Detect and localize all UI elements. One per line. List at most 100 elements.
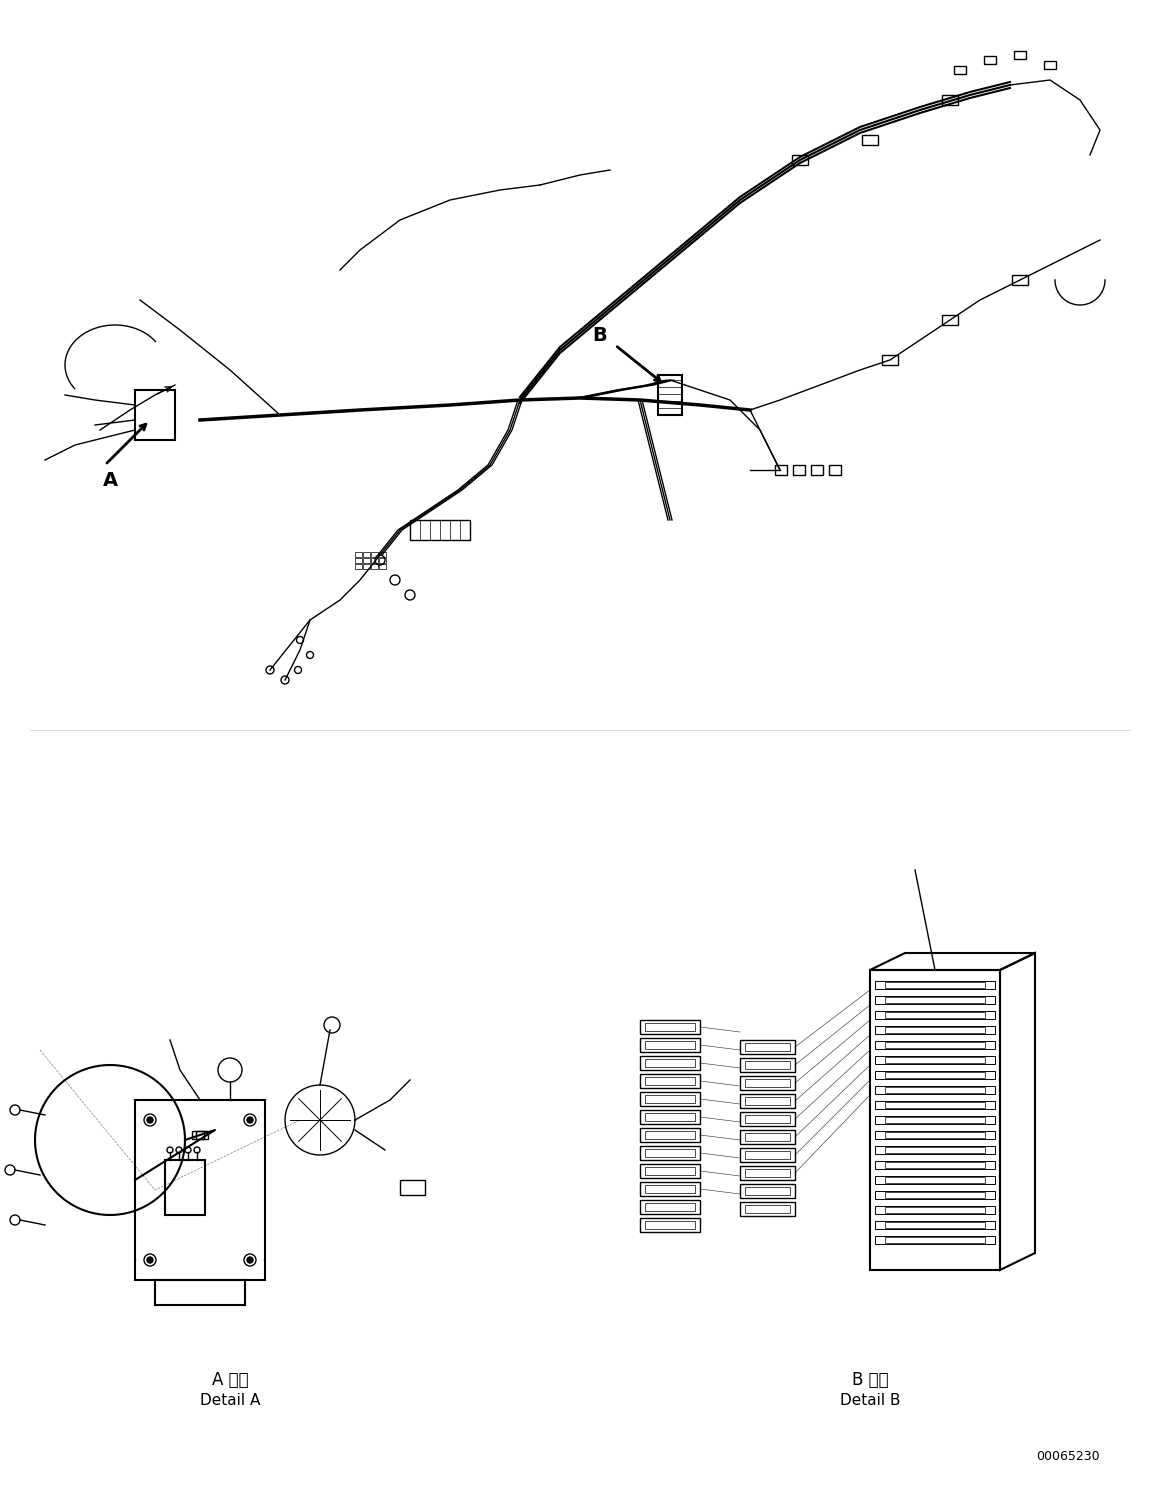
Bar: [885, 982, 985, 988]
Bar: [875, 1131, 996, 1138]
Bar: [875, 1176, 996, 1184]
Bar: [745, 1061, 790, 1068]
Bar: [875, 1146, 996, 1155]
Bar: [371, 552, 378, 557]
Bar: [862, 135, 878, 144]
Bar: [363, 564, 370, 568]
Bar: [640, 1199, 700, 1214]
Bar: [740, 1149, 795, 1162]
Bar: [875, 1010, 996, 1019]
Bar: [740, 1040, 795, 1054]
Bar: [875, 1042, 996, 1049]
Bar: [875, 981, 996, 990]
Bar: [885, 1207, 985, 1213]
Bar: [885, 1117, 985, 1123]
Bar: [355, 564, 362, 568]
Bar: [640, 1219, 700, 1232]
Text: Detail A: Detail A: [200, 1393, 261, 1408]
Bar: [135, 1100, 265, 1280]
Bar: [875, 1056, 996, 1064]
Bar: [1012, 275, 1028, 286]
Bar: [379, 552, 386, 557]
Bar: [197, 1131, 204, 1138]
Bar: [740, 1094, 795, 1109]
Bar: [658, 375, 682, 415]
Bar: [885, 1071, 985, 1077]
Bar: [645, 1095, 695, 1103]
Bar: [885, 1042, 985, 1048]
Bar: [870, 970, 1000, 1269]
Bar: [379, 564, 386, 568]
Bar: [885, 997, 985, 1003]
Bar: [640, 1164, 700, 1178]
Bar: [745, 1152, 790, 1159]
Bar: [645, 1184, 695, 1193]
Bar: [745, 1079, 790, 1088]
Bar: [645, 1077, 695, 1085]
Bar: [640, 1074, 700, 1088]
Bar: [645, 1113, 695, 1120]
Text: Detail B: Detail B: [840, 1393, 900, 1408]
Bar: [745, 1132, 790, 1141]
Bar: [885, 1222, 985, 1228]
Bar: [875, 1205, 996, 1214]
Bar: [792, 155, 808, 165]
Bar: [740, 1058, 795, 1071]
Bar: [984, 57, 996, 64]
Bar: [640, 1092, 700, 1106]
Text: B: B: [593, 326, 607, 345]
Bar: [371, 558, 378, 562]
Bar: [745, 1097, 790, 1106]
Bar: [400, 1180, 424, 1195]
Bar: [885, 1132, 985, 1138]
Bar: [745, 1187, 790, 1195]
Bar: [640, 1146, 700, 1161]
Bar: [885, 1237, 985, 1242]
Bar: [640, 1039, 700, 1052]
Bar: [875, 995, 996, 1004]
Bar: [740, 1167, 795, 1180]
Bar: [645, 1042, 695, 1049]
Bar: [355, 558, 362, 562]
Bar: [640, 1056, 700, 1070]
Bar: [640, 1110, 700, 1123]
Bar: [885, 1056, 985, 1062]
Text: 00065230: 00065230: [1036, 1449, 1100, 1463]
Bar: [740, 1129, 795, 1144]
Bar: [885, 1103, 985, 1109]
Bar: [811, 466, 823, 475]
Circle shape: [247, 1257, 254, 1263]
Text: A: A: [102, 470, 117, 490]
Bar: [165, 1161, 205, 1216]
Bar: [885, 1177, 985, 1183]
Bar: [745, 1115, 790, 1123]
Bar: [645, 1059, 695, 1067]
Bar: [885, 1088, 985, 1094]
Bar: [745, 1205, 790, 1213]
Bar: [1014, 51, 1026, 60]
Bar: [371, 564, 378, 568]
Bar: [645, 1202, 695, 1211]
Bar: [411, 519, 470, 540]
Bar: [740, 1202, 795, 1216]
Circle shape: [147, 1257, 154, 1263]
Bar: [875, 1190, 996, 1199]
Bar: [875, 1086, 996, 1094]
Bar: [885, 1027, 985, 1033]
Bar: [645, 1149, 695, 1158]
Bar: [875, 1027, 996, 1034]
Bar: [645, 1222, 695, 1229]
Bar: [640, 1181, 700, 1196]
Bar: [885, 1162, 985, 1168]
Bar: [942, 315, 958, 324]
Bar: [192, 1131, 208, 1138]
Bar: [875, 1222, 996, 1229]
Bar: [1044, 61, 1056, 68]
Bar: [640, 1019, 700, 1034]
Bar: [954, 65, 966, 74]
Circle shape: [147, 1117, 154, 1123]
Bar: [885, 1012, 985, 1018]
Bar: [885, 1192, 985, 1198]
Bar: [740, 1184, 795, 1198]
Bar: [745, 1170, 790, 1177]
